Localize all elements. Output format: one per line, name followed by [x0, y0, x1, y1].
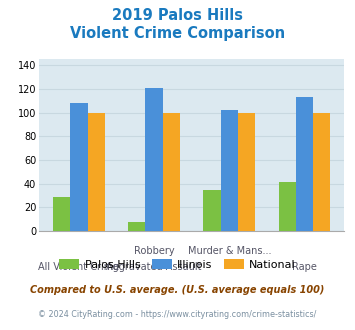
- Bar: [238, 113, 255, 231]
- Text: Murder & Mans...: Murder & Mans...: [187, 246, 271, 256]
- Bar: [221, 110, 238, 231]
- Bar: [88, 113, 105, 231]
- Bar: [313, 113, 331, 231]
- Text: Compared to U.S. average. (U.S. average equals 100): Compared to U.S. average. (U.S. average …: [30, 285, 325, 295]
- Bar: [53, 197, 70, 231]
- Bar: [296, 97, 313, 231]
- Bar: [128, 221, 146, 231]
- Text: Robbery: Robbery: [134, 246, 174, 256]
- Bar: [163, 113, 180, 231]
- Text: Aggravated Assault: Aggravated Assault: [106, 262, 202, 272]
- Bar: [70, 103, 88, 231]
- Bar: [203, 189, 221, 231]
- Bar: [146, 88, 163, 231]
- Bar: [279, 182, 296, 231]
- Text: Violent Crime Comparison: Violent Crime Comparison: [70, 26, 285, 41]
- Legend: Palos Hills, Illinois, National: Palos Hills, Illinois, National: [55, 255, 300, 274]
- Text: 2019 Palos Hills: 2019 Palos Hills: [112, 8, 243, 23]
- Text: © 2024 CityRating.com - https://www.cityrating.com/crime-statistics/: © 2024 CityRating.com - https://www.city…: [38, 310, 317, 319]
- Text: All Violent Crime: All Violent Crime: [38, 262, 120, 272]
- Text: Rape: Rape: [292, 262, 317, 272]
